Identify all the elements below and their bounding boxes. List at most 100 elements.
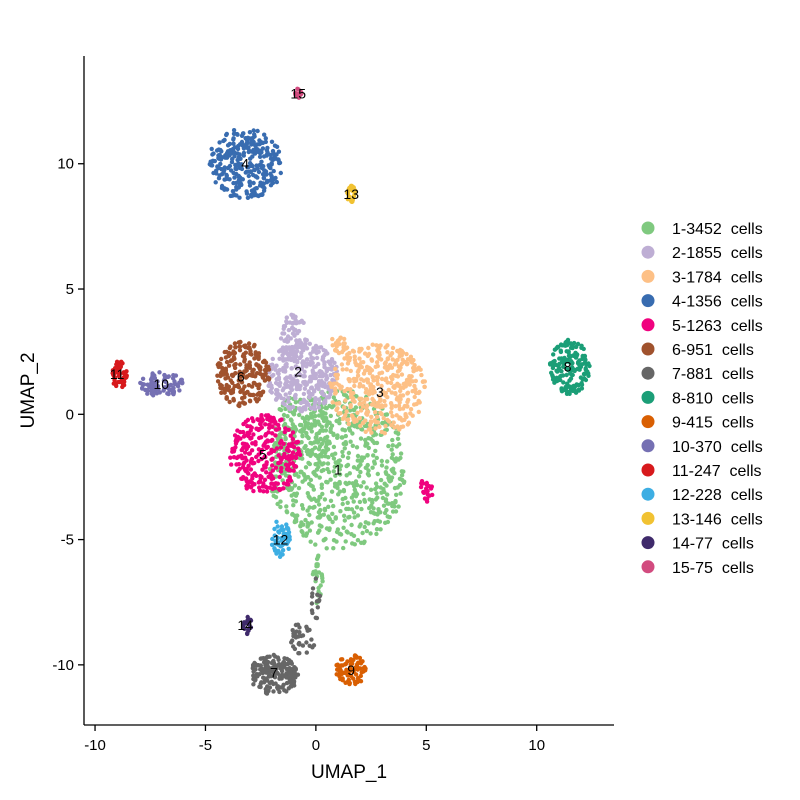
data-point (271, 168, 276, 174)
data-point (284, 337, 289, 342)
data-point (337, 665, 342, 670)
data-point (242, 441, 247, 447)
data-point (308, 477, 314, 483)
data-point (140, 385, 145, 391)
data-point (394, 413, 399, 418)
data-point (315, 605, 320, 610)
data-point (299, 503, 305, 508)
data-point (282, 421, 288, 427)
data-point (363, 465, 368, 470)
data-point (359, 360, 364, 365)
data-point (317, 475, 322, 480)
data-point (284, 315, 289, 320)
data-point (270, 669, 275, 674)
data-point (249, 458, 254, 463)
data-point (248, 392, 253, 398)
data-point (264, 489, 270, 494)
data-point (324, 448, 329, 453)
data-point (289, 640, 294, 645)
data-point (286, 399, 291, 404)
data-point (260, 146, 266, 151)
cluster-10-points (138, 370, 185, 398)
data-point (259, 425, 264, 430)
data-point (382, 431, 387, 436)
data-point (257, 154, 263, 159)
data-point (299, 91, 304, 97)
x-tick-label: -5 (199, 737, 212, 754)
data-point (413, 378, 418, 384)
data-point (277, 676, 282, 681)
legend-item: 13-146 cells (641, 511, 763, 528)
data-point (340, 496, 345, 502)
data-point (256, 363, 261, 368)
data-point (297, 625, 302, 630)
data-point (380, 390, 385, 396)
data-point (338, 509, 343, 514)
data-point (227, 149, 233, 155)
data-point (331, 395, 336, 400)
data-point (241, 462, 246, 467)
data-point (301, 426, 307, 431)
data-point (145, 388, 150, 393)
data-point (390, 345, 396, 351)
data-point (294, 471, 299, 476)
data-point (405, 391, 410, 396)
data-point (342, 518, 347, 523)
data-point (316, 464, 321, 470)
data-point (163, 379, 168, 385)
data-point (325, 434, 330, 440)
data-point (248, 467, 254, 472)
data-point (165, 374, 171, 380)
data-point (291, 424, 296, 429)
data-point (390, 414, 395, 419)
data-point (273, 465, 279, 470)
x-tick-label: 5 (422, 737, 430, 754)
data-point (264, 666, 269, 672)
data-point (262, 372, 268, 377)
data-point (345, 530, 350, 535)
data-point (313, 445, 318, 450)
data-point (173, 373, 179, 378)
data-point (337, 342, 342, 347)
legend-item: 14-77 cells (641, 536, 754, 553)
data-point (209, 146, 214, 152)
data-point (565, 381, 570, 386)
data-point (219, 356, 224, 362)
data-point (343, 680, 348, 685)
data-point (304, 650, 309, 655)
data-point (276, 422, 281, 428)
data-point (341, 525, 346, 530)
data-point (365, 441, 370, 447)
data-point (243, 350, 248, 355)
data-point (398, 451, 404, 456)
data-point (277, 554, 283, 559)
legend-item: 8-810 cells (641, 390, 754, 407)
data-point (325, 461, 331, 466)
data-point (300, 506, 306, 511)
data-point (240, 396, 245, 401)
data-point (304, 640, 309, 645)
data-point (345, 417, 350, 423)
data-point (392, 383, 397, 389)
data-point (389, 447, 394, 452)
data-point (298, 429, 303, 434)
data-point (373, 497, 378, 502)
data-point (258, 663, 263, 668)
data-point (284, 504, 289, 509)
data-point (244, 363, 249, 368)
data-point (294, 519, 299, 524)
data-point (385, 492, 390, 497)
data-point (310, 591, 315, 596)
data-point (309, 405, 314, 411)
data-point (397, 351, 402, 356)
data-point (288, 417, 294, 422)
data-point (371, 402, 376, 407)
data-point (358, 423, 363, 429)
data-point (263, 136, 268, 141)
data-point (335, 435, 340, 440)
data-point (114, 383, 119, 389)
data-point (270, 481, 275, 486)
data-point (397, 367, 402, 373)
data-point (244, 467, 249, 472)
data-point (367, 505, 372, 511)
